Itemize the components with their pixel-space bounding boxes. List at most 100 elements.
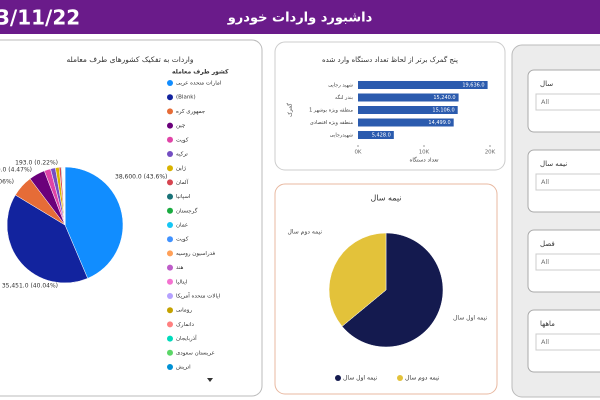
legend-label[interactable]: گرجستان <box>176 207 198 214</box>
legend-marker <box>167 94 173 101</box>
legend-label[interactable]: عربستان سعودی <box>176 350 215 356</box>
legend-label[interactable]: کویت <box>176 236 189 243</box>
slicer-value[interactable]: All <box>541 258 549 266</box>
legend-marker <box>167 264 173 271</box>
slicer-label: نیمه سال <box>540 160 567 168</box>
header-bar <box>0 0 600 34</box>
legend-label[interactable]: فدراسیون روسیه <box>176 251 215 257</box>
scroll-arrow <box>207 378 213 382</box>
legend-label[interactable]: دانمارک <box>176 321 194 328</box>
pie-slice <box>328 232 387 327</box>
legend-label[interactable]: نیمه اول سال <box>343 375 377 382</box>
bar <box>358 131 394 139</box>
header-title: داشبورد واردات خودرو <box>227 11 373 26</box>
legend-marker <box>167 278 173 285</box>
legend-label[interactable]: رومانی <box>176 308 192 314</box>
header-date: 3/11/22 <box>0 6 80 30</box>
legend-label[interactable]: آذربایجان <box>176 335 197 342</box>
chart-title: نیمه سال <box>370 194 401 203</box>
slicer-value[interactable]: All <box>541 98 549 106</box>
y-axis-title: گمرک <box>287 103 294 117</box>
legend-label[interactable]: ایالات متحده آمریکا <box>176 293 221 300</box>
chart-title: پنج گمرک برتر از لحاظ تعداد دستگاه وارد … <box>322 55 458 64</box>
bar <box>358 93 459 102</box>
legend-marker <box>167 108 173 115</box>
data-label: 35,451.0 (40.04%) <box>2 283 58 290</box>
legend-marker <box>167 207 173 214</box>
data-label: 14,499.0 <box>428 120 450 126</box>
bar <box>358 118 454 127</box>
legend-marker <box>167 165 173 172</box>
bar <box>358 81 488 89</box>
legend-marker <box>167 349 173 356</box>
slicer-label: سال <box>540 80 553 88</box>
slice-label: نیمه دوم سال <box>288 229 323 236</box>
legend-marker <box>397 375 403 381</box>
legend-label[interactable]: ایتالیا <box>176 279 188 285</box>
legend-marker <box>167 364 173 370</box>
data-label: 15,106.0 <box>432 108 454 114</box>
legend-label[interactable]: آلمان <box>176 179 189 186</box>
y-tick-label: بندر لنگه <box>335 94 353 101</box>
legend-marker <box>167 136 173 143</box>
pie-slice <box>64 166 124 279</box>
y-tick-label: منطقه ویژه اقتصادی <box>310 120 353 126</box>
slicer-dropdown[interactable] <box>535 173 600 191</box>
legend-label[interactable]: جمهوری کره <box>176 108 205 115</box>
legend-label[interactable]: امارات متحده عربی <box>176 81 222 87</box>
legend-label[interactable]: چین <box>176 123 185 129</box>
legend-marker <box>167 307 173 314</box>
legend-label[interactable]: ترکیه <box>176 151 188 158</box>
legend-title: کشور طرف معامله <box>172 69 229 76</box>
legend-marker <box>167 80 173 86</box>
x-axis-title: تعداد دستگاه <box>409 157 439 164</box>
pie-slice <box>341 232 444 348</box>
legend-label[interactable]: هند <box>176 265 184 271</box>
slicer-label: ماهها <box>540 320 555 328</box>
legend-label[interactable]: عمان <box>176 223 188 229</box>
data-label: 193.0 (0.22%) <box>15 160 58 167</box>
legend-label[interactable]: اتریش <box>176 365 191 371</box>
legend-marker <box>167 151 173 157</box>
legend-marker <box>167 321 173 328</box>
slicer-panel <box>511 44 600 398</box>
bar <box>358 106 458 114</box>
y-tick-label: شهیدرجایی <box>330 133 353 139</box>
x-tick-label: 10K <box>419 150 430 156</box>
x-tick-label: 0K <box>354 150 361 156</box>
legend-marker <box>167 293 173 299</box>
legend-marker <box>167 250 173 257</box>
pie-card <box>0 39 263 397</box>
data-label: 19,636.0 <box>462 83 484 89</box>
slicer-dropdown[interactable] <box>535 93 600 111</box>
legend-label[interactable]: (Blank) <box>176 95 196 101</box>
x-tick-label: 20K <box>485 150 496 156</box>
slicer-value[interactable]: All <box>541 178 549 186</box>
data-label: 38,600.0 (43.6%) <box>115 174 167 181</box>
pie-slice <box>6 194 89 284</box>
legend-marker <box>167 193 173 200</box>
legend-label[interactable]: نیمه دوم سال <box>405 375 440 382</box>
legend-label[interactable]: ژاپن <box>176 166 186 172</box>
slice-label: نیمه اول سال <box>453 315 487 322</box>
y-tick-label: شهید رجایی <box>328 83 353 89</box>
data-label: 5,428.0 <box>372 133 391 139</box>
data-label: 3,960.0 (4.47%) <box>0 167 32 174</box>
data-label: 15,240.0 <box>433 95 455 101</box>
slicer-dropdown[interactable] <box>535 333 600 351</box>
legend-marker <box>335 375 341 381</box>
legend-marker <box>167 236 173 243</box>
legend-label[interactable]: اسپانیا <box>176 194 191 200</box>
legend-marker <box>167 179 173 186</box>
chart-title: واردات به تفکیک کشورهای طرف معامله <box>66 55 193 64</box>
legend-label[interactable]: کویت <box>176 136 189 143</box>
slicer-dropdown[interactable] <box>535 253 600 271</box>
slicer-label: فصل <box>540 240 555 248</box>
slicer-value[interactable]: All <box>541 338 549 346</box>
data-label: 5,366.0 (6.06%) <box>0 179 14 186</box>
legend-marker <box>167 335 173 342</box>
legend-marker <box>167 122 173 129</box>
y-tick-label: منطقه ویژه بوشهر 1 <box>309 108 353 114</box>
legend-marker <box>167 222 173 228</box>
